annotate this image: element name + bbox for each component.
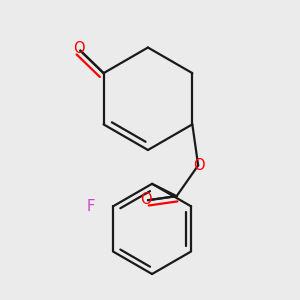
Text: O: O (140, 192, 152, 207)
Text: O: O (74, 41, 85, 56)
Text: O: O (194, 158, 205, 173)
Text: F: F (86, 199, 94, 214)
